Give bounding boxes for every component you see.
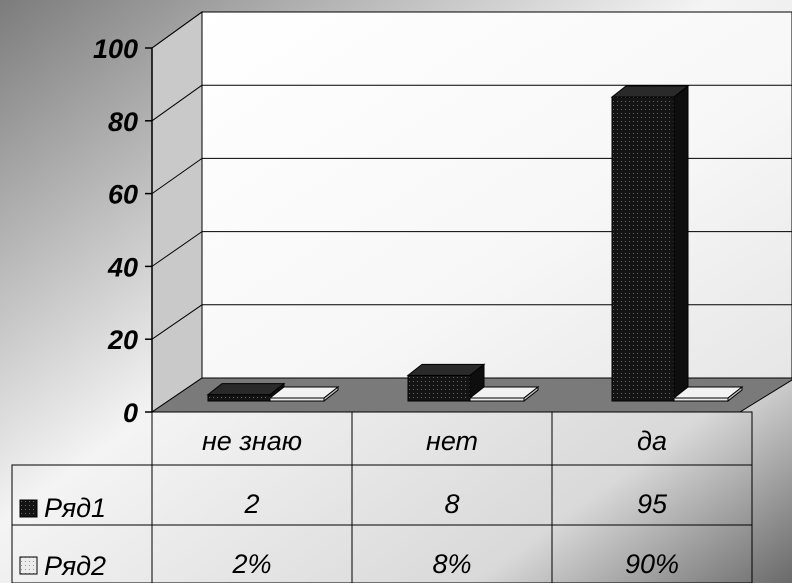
gridline-side [151,157,203,195]
legend-key-series2 [19,556,38,575]
legend-label-series1: Ряд1 [44,493,106,523]
bar-series2-1 [468,385,540,403]
y-tick-label: 80 [108,107,138,137]
bar-series2-0 [268,385,340,403]
back-wall [201,11,792,379]
table-cell-series2-0: 2% [231,549,271,579]
bars [206,84,744,403]
bar-series1-2 [610,84,690,403]
gridline-side [151,231,203,267]
legend-key-series1 [19,499,38,518]
bar-series1-1 [406,363,486,403]
gridlines [151,11,792,340]
y-tick-label: 100 [93,34,138,64]
table-cell-series1-1: 8 [444,489,459,519]
y-tick-label: 20 [107,325,138,355]
y-tick-label: 60 [108,180,138,210]
y-tick-label: 0 [123,398,138,428]
table-cell-series2-1: 8% [432,549,471,579]
table-cell-series1-2: 95 [637,489,668,519]
category-label-2: да [637,426,667,456]
category-label-1: нет [426,426,478,456]
bar-series2-2 [672,385,744,403]
data-table: не знаю нет да Ряд1 2 8 95 Ряд2 2% 8% 90… [11,411,753,583]
legend-label-series2: Ряд2 [44,551,106,581]
gridline-side [151,304,203,340]
gridline-side [151,84,203,122]
y-axis-ticks: 0 20 40 60 80 100 [93,34,152,428]
gridline-side [151,11,203,49]
table-cell-series1-0: 2 [243,489,259,519]
side-wall [151,11,203,413]
category-label-0: не знаю [202,426,302,456]
table-cell-series2-2: 90% [625,549,679,579]
y-tick-label: 40 [107,252,138,282]
